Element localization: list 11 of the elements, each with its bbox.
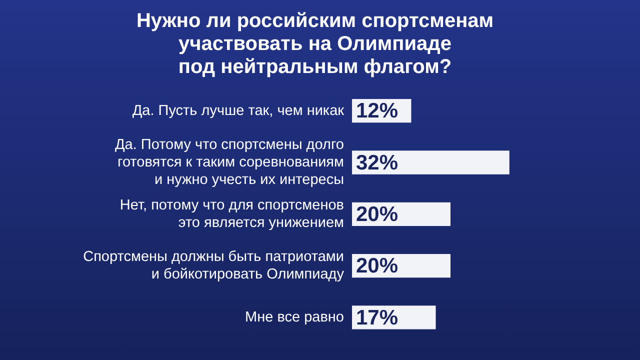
- data-label: 32%: [356, 151, 398, 174]
- data-label: 12%: [356, 100, 398, 123]
- data-label: 20%: [356, 254, 398, 278]
- y-tick-label: Да. Потому что спортсмены долго готовятся к таким соревнованиям и нужно учесть их интересы: [114, 137, 344, 188]
- y-tick-label: Да. Пусть лучше так, чем никак: [132, 102, 345, 119]
- chart-title: Нужно ли российским спортсменам участвовать на Олимпиаде под нейтральным флагом?: [136, 10, 494, 78]
- y-tick-label: Спортсмены должны быть патриотами и бойкотировать Олимпиаду: [83, 249, 345, 283]
- data-label: 20%: [356, 202, 398, 226]
- y-tick-label: Нет, потому что для спортсменов это является унижением: [120, 197, 344, 231]
- data-label: 17%: [356, 306, 398, 330]
- y-tick-label: Мне все равно: [245, 309, 344, 326]
